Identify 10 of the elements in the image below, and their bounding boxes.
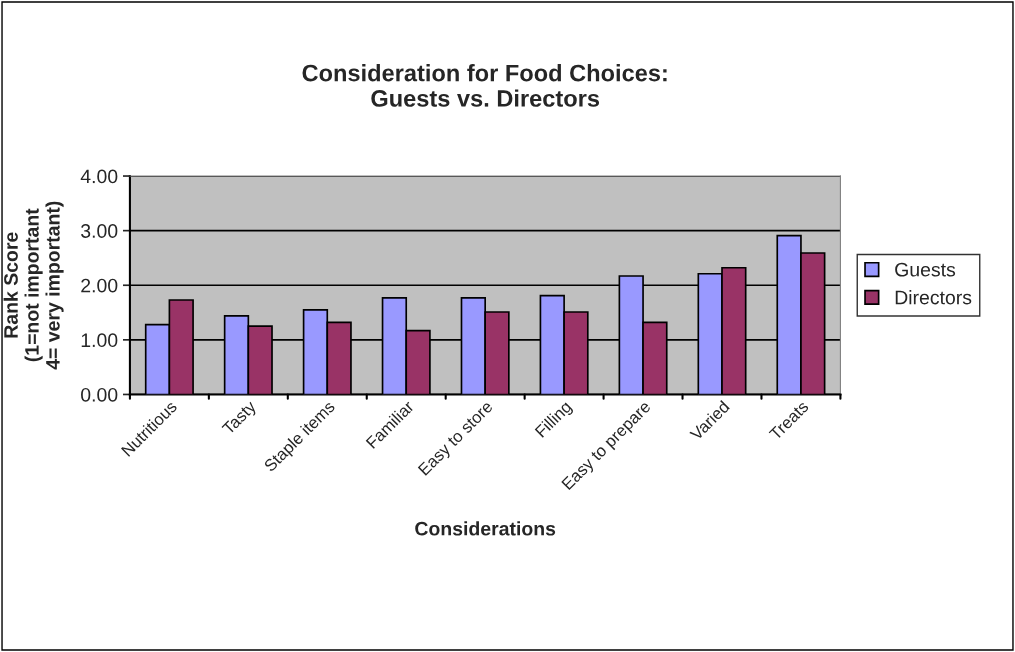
y-tick-label: 1.00 [81,333,118,348]
y-tick-label: 2.00 [81,278,118,293]
y-axis-title: Rank Score (1=not important 4= very important) [3,201,64,370]
y-tick-label: 0.00 [81,387,118,402]
chart-title: Consideration for Food Choices: Guests vs. Directors [302,64,667,107]
x-axis-title: Considerations [415,521,556,536]
y-tick-label: 3.00 [81,224,118,238]
y-tick-label: 4.00 [80,169,118,184]
legend-label: Guests [895,262,956,277]
legend-label: Directors [895,290,972,305]
